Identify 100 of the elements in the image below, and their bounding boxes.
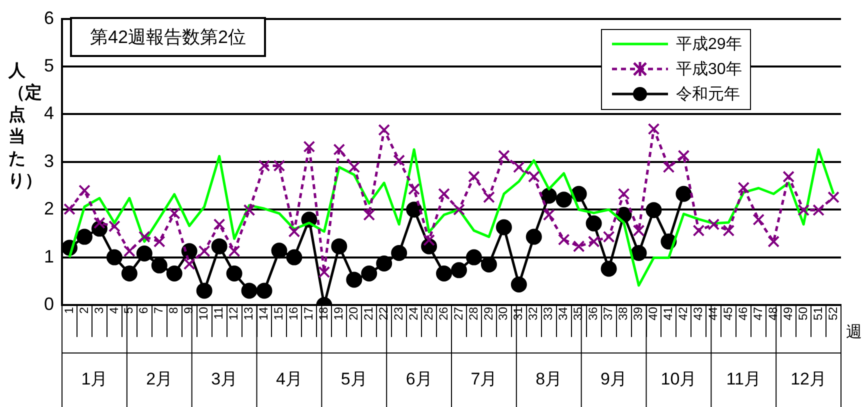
point	[151, 257, 168, 274]
point	[228, 245, 240, 258]
point	[588, 236, 600, 248]
y-tick-label: 1	[44, 246, 54, 266]
x-tick-label: 34	[556, 306, 570, 320]
x-tick-label: 7	[152, 306, 166, 314]
y-tick-label: 6	[44, 8, 54, 28]
point	[303, 140, 316, 153]
point	[496, 219, 512, 236]
point	[676, 186, 692, 202]
point	[556, 192, 572, 208]
point	[782, 170, 795, 183]
x-tick-label: 16	[286, 306, 301, 320]
y-tick-label: 3	[44, 150, 54, 171]
x-tick-label: 31	[511, 306, 526, 320]
point	[526, 228, 542, 245]
point	[286, 249, 302, 266]
point	[510, 276, 527, 292]
point	[468, 170, 480, 183]
point	[466, 249, 482, 266]
point	[138, 230, 150, 243]
point	[166, 266, 182, 282]
point	[256, 282, 272, 299]
x-tick-label: 40	[646, 306, 660, 320]
point	[630, 245, 647, 262]
y-tick-label: 2	[44, 198, 54, 219]
x-tick-label: 47	[750, 306, 765, 320]
point	[692, 224, 705, 237]
x-tick-label: 8	[166, 306, 181, 314]
point	[393, 154, 406, 166]
x-tick-label: 27	[451, 306, 466, 320]
point	[361, 266, 378, 282]
text: 7月	[470, 370, 498, 389]
point	[572, 240, 585, 252]
text: 9月	[600, 370, 628, 389]
text: 10月	[660, 370, 697, 389]
legend-label: 平成29年	[676, 34, 742, 55]
point	[391, 245, 408, 262]
point	[438, 188, 450, 200]
x-tick-label: 12	[226, 306, 241, 320]
x-tick-label: 45	[720, 306, 735, 320]
point	[318, 266, 330, 278]
annotation: 第42週報告数第2位	[70, 17, 266, 57]
x-tick-label: 2	[76, 306, 91, 314]
point	[722, 224, 735, 237]
x-tick-label: 14	[256, 306, 271, 320]
point	[436, 266, 452, 282]
point	[450, 262, 467, 278]
x-tick-label: 17	[302, 306, 316, 320]
point	[600, 260, 617, 277]
point	[273, 160, 286, 172]
point	[211, 238, 228, 254]
x-tick-label: 20	[346, 306, 360, 320]
point	[363, 208, 376, 221]
x-tick-label: 42	[676, 306, 690, 320]
point	[288, 226, 300, 238]
point	[64, 203, 76, 216]
point	[738, 182, 750, 194]
point	[108, 220, 120, 232]
point	[678, 150, 690, 162]
x-tick-label: 15	[272, 306, 286, 320]
point	[121, 266, 138, 282]
text: 12月	[790, 370, 827, 389]
x-tick-label: 29	[481, 306, 496, 320]
point	[648, 123, 660, 135]
point	[540, 188, 557, 204]
y-axis-title: 人（定点当たり）	[8, 60, 42, 192]
point	[528, 170, 540, 183]
x-tick-label: 52	[826, 306, 840, 320]
x-tick-label: 37	[601, 306, 616, 320]
x-tick-label: 51	[810, 306, 825, 320]
x-tick-label: 11	[212, 306, 226, 320]
x-tick-label: 32	[526, 306, 540, 320]
point	[271, 242, 288, 259]
point	[243, 204, 256, 216]
point	[586, 215, 602, 232]
point	[331, 238, 348, 254]
point	[798, 204, 810, 216]
x-tick-label: 41	[661, 306, 676, 320]
x-tick-label: 43	[690, 306, 705, 320]
x-tick-label: 24	[406, 306, 420, 320]
point	[662, 161, 675, 174]
text: 3月	[211, 370, 238, 389]
point	[406, 202, 422, 218]
point	[348, 161, 360, 174]
x-tick-label: 3	[92, 306, 106, 314]
point	[768, 236, 780, 248]
x-tick-label: 10	[196, 306, 211, 320]
x-tick-label: 21	[361, 306, 376, 320]
point	[136, 245, 152, 262]
x-tick-label: 25	[421, 306, 436, 320]
x-tick-label: 13	[242, 306, 256, 320]
point	[346, 272, 362, 288]
x-tick-label: 36	[586, 306, 600, 320]
point	[241, 282, 258, 299]
x-tick-label: 4	[106, 306, 121, 314]
point	[498, 150, 510, 162]
text: 8月	[536, 370, 562, 389]
point	[258, 160, 270, 172]
point	[106, 249, 122, 266]
